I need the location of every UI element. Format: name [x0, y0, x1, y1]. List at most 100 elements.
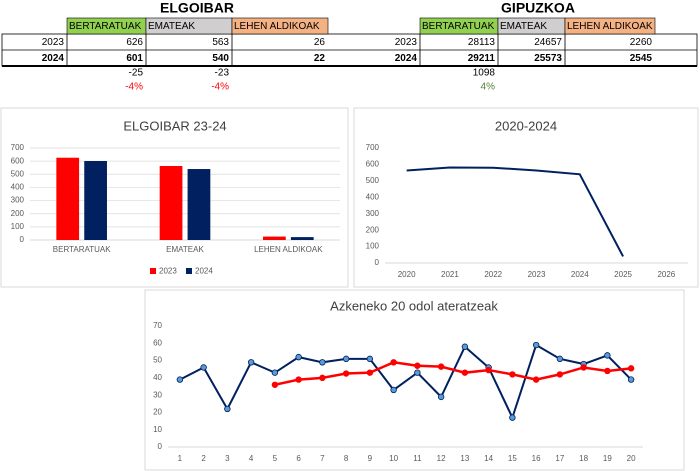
marker: [532, 376, 540, 383]
header-label: LEHEN ALDIKOAK: [567, 21, 653, 32]
cell: 25573: [534, 53, 562, 64]
cell: 24657: [534, 37, 562, 48]
x-tick-label: EMATEAK: [166, 245, 204, 254]
y-tick-label: 40: [153, 373, 162, 382]
x-tick-label: 2023: [528, 270, 546, 279]
y-tick-label: 700: [11, 143, 25, 152]
marker: [414, 362, 421, 369]
y-tick-label: 500: [366, 176, 380, 185]
header-label: LEHEN ALDIKOAK: [234, 21, 320, 32]
x-tick-label: 2024: [571, 270, 589, 279]
x-tick-label: 4: [249, 454, 254, 463]
marker: [556, 371, 564, 378]
marker: [580, 364, 587, 371]
header-label: EMATEAK: [500, 21, 547, 32]
chart-title: Azkeneko 20 odol ateratzeak: [330, 298, 498, 313]
x-tick-label: 8: [344, 454, 349, 463]
table-title: ELGOIBAR: [160, 0, 234, 16]
marker: [461, 343, 469, 350]
x-tick-label: 14: [484, 454, 493, 463]
x-tick-label: 17: [555, 454, 564, 463]
y-tick-label: 100: [366, 242, 380, 251]
marker: [366, 369, 374, 376]
header-label: BERTARATUAK: [69, 21, 142, 32]
y-tick-label: 500: [11, 169, 25, 178]
y-tick-label: 200: [366, 225, 380, 234]
pct-cell: 4%: [481, 82, 496, 93]
x-tick-label: 2020: [398, 270, 416, 279]
y-tick-label: 300: [366, 209, 380, 218]
y-tick-label: 600: [11, 156, 25, 165]
y-tick-label: 0: [158, 442, 163, 451]
marker: [509, 371, 516, 378]
x-tick-label: 9: [368, 454, 373, 463]
line: [406, 166, 624, 257]
line: [274, 361, 632, 386]
marker: [342, 370, 350, 377]
chart-panel: [144, 289, 685, 471]
cell: 29211: [468, 53, 496, 64]
pct-cell: -4%: [211, 82, 229, 93]
cell: 540: [212, 53, 229, 64]
marker: [390, 359, 397, 366]
y-tick-label: 10: [153, 425, 162, 434]
legend-label: 2024: [195, 267, 213, 276]
x-tick-label: 5: [273, 454, 278, 463]
x-tick-label: 18: [579, 454, 588, 463]
marker: [414, 369, 421, 376]
y-tick-label: 100: [11, 222, 25, 231]
line: [179, 343, 632, 421]
y-tick-label: 60: [153, 338, 162, 347]
cell: 22: [314, 53, 326, 64]
cell: 28113: [468, 37, 496, 48]
y-tick-label: 700: [366, 143, 380, 152]
marker: [319, 359, 326, 366]
cell: 2023: [395, 37, 418, 48]
bar: [159, 166, 183, 240]
marker: [627, 376, 635, 383]
y-tick-label: 400: [11, 183, 25, 192]
bar: [187, 169, 211, 240]
chart-title: 2020-2024: [495, 118, 557, 133]
marker: [509, 414, 516, 421]
pct-cell: -4%: [125, 82, 143, 93]
x-tick-label: 1: [178, 454, 183, 463]
marker: [295, 353, 302, 361]
y-tick-label: 400: [366, 192, 380, 201]
marker: [366, 355, 374, 363]
y-tick-label: 0: [375, 258, 380, 267]
bar: [290, 237, 314, 240]
y-tick-label: 600: [366, 160, 380, 169]
marker: [200, 364, 207, 371]
header-cell: [231, 17, 329, 35]
cell: 601: [126, 53, 143, 64]
cell: 2260: [630, 37, 653, 48]
x-tick-label: 11: [413, 454, 422, 463]
marker: [604, 367, 611, 375]
marker: [604, 352, 611, 359]
x-tick-label: BERTARATUAK: [53, 245, 111, 254]
marker: [437, 363, 445, 370]
y-tick-label: 50: [153, 356, 162, 365]
header-cell: [564, 17, 656, 35]
marker: [176, 376, 184, 383]
marker: [627, 365, 635, 372]
marker: [295, 376, 302, 383]
header-label: BERTARATUAK: [422, 21, 495, 32]
x-tick-label: LEHEN ALDIKOAK: [254, 245, 323, 254]
marker: [461, 369, 469, 376]
diff-cell: -23: [215, 68, 230, 79]
x-tick-label: 2021: [441, 270, 459, 279]
cell: 563: [212, 37, 229, 48]
chart-panel: [353, 107, 699, 288]
y-tick-label: 30: [153, 390, 162, 399]
x-tick-label: 2026: [657, 270, 675, 279]
bar: [56, 157, 80, 240]
cell: 2023: [42, 37, 65, 48]
x-tick-label: 7: [320, 454, 325, 463]
y-tick-label: 200: [11, 209, 25, 218]
x-tick-label: 6: [296, 454, 301, 463]
x-tick-label: 3: [225, 454, 230, 463]
marker: [247, 359, 255, 366]
x-tick-label: 2: [201, 454, 206, 463]
